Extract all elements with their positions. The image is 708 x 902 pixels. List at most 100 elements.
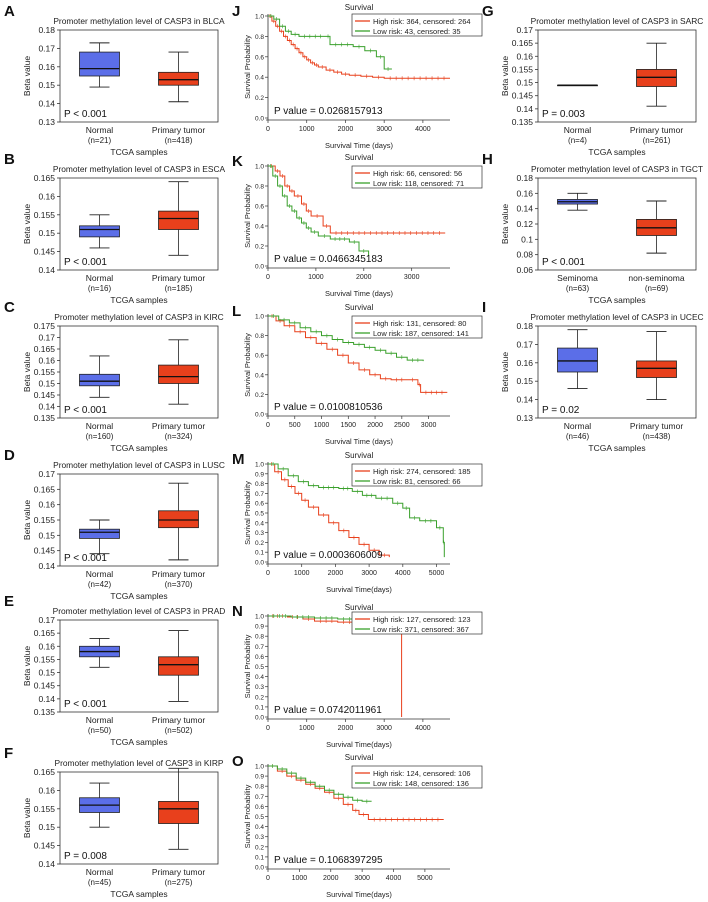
y-axis-label: Beta value [22,646,32,686]
y-tick-label: 0.16 [516,358,533,368]
panel-letter: C [4,299,15,316]
km-panel-m: M Survival 0.0 0.1 0.2 0.3 0.4 0.5 0.6 0.7 0.8 0.9 1… [232,451,483,594]
y-tick-label: 1.0 [255,462,264,469]
box-seminoma [557,192,598,211]
y-tick-label: 0.7 [255,491,264,498]
x-axis-label: TCGA samples [588,295,645,305]
y-tick-label: 0.7 [255,644,264,651]
panel-letter: J [232,3,240,20]
y-tick-label: 0.15 [38,80,55,90]
y-tick-label: 0.8 [255,784,264,791]
y-tick-label: 0.16 [38,785,55,795]
x-axis-label: Survival Time(days) [326,585,392,594]
box-primary-tumor [158,51,199,103]
p-value-label: P < 0.001 [64,109,107,120]
plot-frame [59,771,219,865]
x-tick-label: 4000 [415,126,431,133]
y-tick-label: 0.16 [38,191,55,201]
x-category-count: (n=21) [88,136,112,145]
x-category-count: (n=438) [643,432,671,441]
x-tick-label: 5000 [417,875,433,882]
x-category-count: (n=185) [165,284,193,293]
y-tick-label: 0.145 [34,546,56,556]
y-tick-label: 0.135 [512,117,534,127]
y-tick-label: 0.6 [255,204,264,211]
legend-entry: Low risk: 81, censored: 66 [373,477,461,486]
y-tick-label: 0.1 [255,550,264,557]
y-tick-label: 0.17 [516,25,533,35]
x-category-count: (n=45) [88,878,112,887]
y-tick-label: 0.165 [34,484,56,494]
x-axis-label: TCGA samples [588,443,645,453]
panel-letter: L [232,303,241,320]
y-tick-label: 0.165 [34,173,56,183]
x-tick-label: 2500 [394,422,410,429]
y-tick-label: 0.15 [38,822,55,832]
legend-frame [351,315,483,339]
y-tick-label: 0.9 [255,624,264,631]
x-category-count: (n=418) [165,136,193,145]
y-tick-label: 0.2 [255,392,264,399]
panel-letter: E [4,593,14,610]
x-axis-label: Survival Time(days) [326,890,392,899]
y-tick-label: 0.0 [255,412,264,419]
y-tick-label: 0.2 [255,694,264,701]
legend-frame [351,463,483,487]
box-primary-tumor [636,42,677,107]
y-tick-label: 0.4 [255,75,264,82]
p-value-label: P < 0.001 [64,699,107,710]
p-value-label: P value = 0.0003606009 [274,550,383,561]
y-tick-label: 0.145 [512,91,534,101]
panel-title: Survival [345,603,374,612]
x-tick-label: 3000 [361,570,377,577]
x-tick-label: 0 [266,570,270,577]
panel-title: Promoter methylation level of CASP3 in K… [54,312,223,322]
y-tick-label: 0.165 [34,344,56,354]
p-value-label: P = 0.02 [542,405,580,416]
y-tick-label: 1.0 [255,764,264,771]
km-panel-k: K Survival 0.0 0.2 0.4 0.6 0.8 1.0 0 1000 2000 3000… [232,153,483,298]
panel-title: Survival [345,303,374,312]
y-tick-label: 0.14 [38,265,55,275]
y-tick-label: 0.155 [34,515,56,525]
y-axis-label: Beta value [500,204,510,244]
y-tick-label: 0.0 [255,116,264,123]
box-normal [79,782,120,828]
p-value-label: P value = 0.0100810536 [274,402,383,413]
box-primary-tumor [158,482,199,561]
x-tick-label: 4000 [386,875,402,882]
legend-frame [351,765,483,789]
x-tick-label: 2000 [328,570,344,577]
y-tick-label: 0.165 [34,767,56,777]
plot-frame [59,29,219,123]
y-tick-label: 0.155 [34,210,56,220]
y-tick-label: 0.8 [255,634,264,641]
y-tick-label: 0.165 [34,628,56,638]
iqr-box [636,360,677,378]
y-tick-label: 0.14 [38,859,55,869]
p-value-label: P value = 0.0466345183 [274,254,383,265]
y-tick-label: 0.175 [34,321,56,331]
boxplot-panel-a: A Promoter methylation level of CASP3 in … [4,3,225,157]
y-tick-label: 0.1 [521,234,533,244]
boxplot-panel-b: B Promoter methylation level of CASP3 in … [4,151,226,305]
x-tick-label: 2000 [323,875,339,882]
x-axis-label: Survival Time (days) [325,289,393,298]
x-axis-label: TCGA samples [110,737,167,747]
x-category-label: Primary tumor [152,569,206,579]
y-tick-label: 0.155 [512,64,534,74]
legend-entry: Low risk: 148, censored: 136 [373,779,469,788]
x-category-label: Normal [86,867,114,877]
panel-title: Survival [345,451,374,460]
boxplot-panel-c: C Promoter methylation level of CASP3 in … [4,299,224,453]
box-normal [79,355,120,398]
iqr-box [158,801,199,824]
x-category-label: Normal [86,421,114,431]
legend-entry: High risk: 66, censored: 56 [373,169,462,178]
x-tick-label: 1000 [299,725,315,732]
y-axis-label: Survival Probability [243,35,252,99]
y-tick-label: 0.8 [255,34,264,41]
x-tick-label: 1000 [314,422,330,429]
